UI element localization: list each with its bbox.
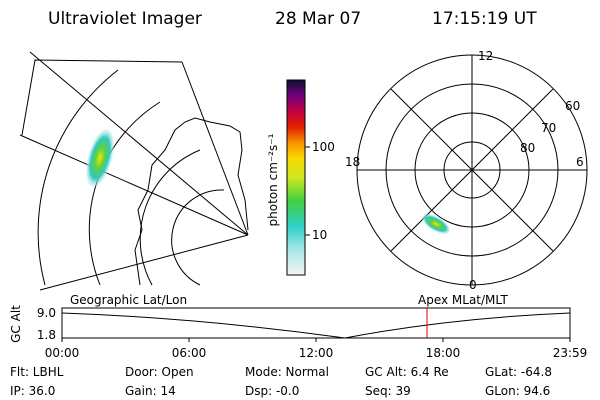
timeline-xtick: 23:59 xyxy=(553,346,588,360)
polar-plot xyxy=(356,54,588,286)
timeline-xtick: 18:00 xyxy=(426,346,461,360)
status-field: GC Alt: 6.4 Re xyxy=(365,365,449,379)
colorbar-tick: 10 xyxy=(312,228,327,242)
timeline-xtick: 00:00 xyxy=(45,346,80,360)
title: Ultraviolet Imager xyxy=(48,9,202,29)
colorbar xyxy=(286,79,306,276)
status-field: Seq: 39 xyxy=(365,384,411,398)
status-field: IP: 36.0 xyxy=(10,384,55,398)
status-field: Dsp: -0.0 xyxy=(245,384,299,398)
status-field: Mode: Normal xyxy=(245,365,329,379)
lat-label: 80 xyxy=(520,141,535,155)
mlt-label: 0 xyxy=(469,278,477,292)
timeline-label: Apex MLat/MLT xyxy=(418,293,508,307)
mlt-label: 18 xyxy=(345,155,360,169)
status-field: GLat: -64.8 xyxy=(485,365,552,379)
timeline-ytick: 1.8 xyxy=(37,328,56,342)
timeline-label: Geographic Lat/Lon xyxy=(70,293,187,307)
lat-label: 60 xyxy=(565,99,580,113)
status-field: Flt: LBHL xyxy=(10,365,64,379)
status-field: Gain: 14 xyxy=(125,384,176,398)
timeline-xtick: 12:00 xyxy=(299,346,334,360)
colorbar-label: photon cm⁻²s⁻¹ xyxy=(266,133,280,226)
altitude-curve xyxy=(61,312,571,339)
mlt-label: 12 xyxy=(478,49,493,63)
status-field: Door: Open xyxy=(125,365,194,379)
timeline-box xyxy=(61,307,571,339)
timeline-axis-label: GC Alt xyxy=(9,305,23,343)
time: 17:15:19 UT xyxy=(432,9,537,29)
status-field: GLon: 94.6 xyxy=(485,384,550,398)
mlt-label: 6 xyxy=(576,155,584,169)
geo-map xyxy=(19,51,249,291)
timeline-xtick: 06:00 xyxy=(172,346,207,360)
aurora xyxy=(421,213,451,235)
timeline-ytick: 9.0 xyxy=(37,306,56,320)
date: 28 Mar 07 xyxy=(275,9,361,29)
aurora xyxy=(86,128,114,188)
lat-label: 70 xyxy=(541,121,556,135)
colorbar-tick: 100 xyxy=(312,140,335,154)
